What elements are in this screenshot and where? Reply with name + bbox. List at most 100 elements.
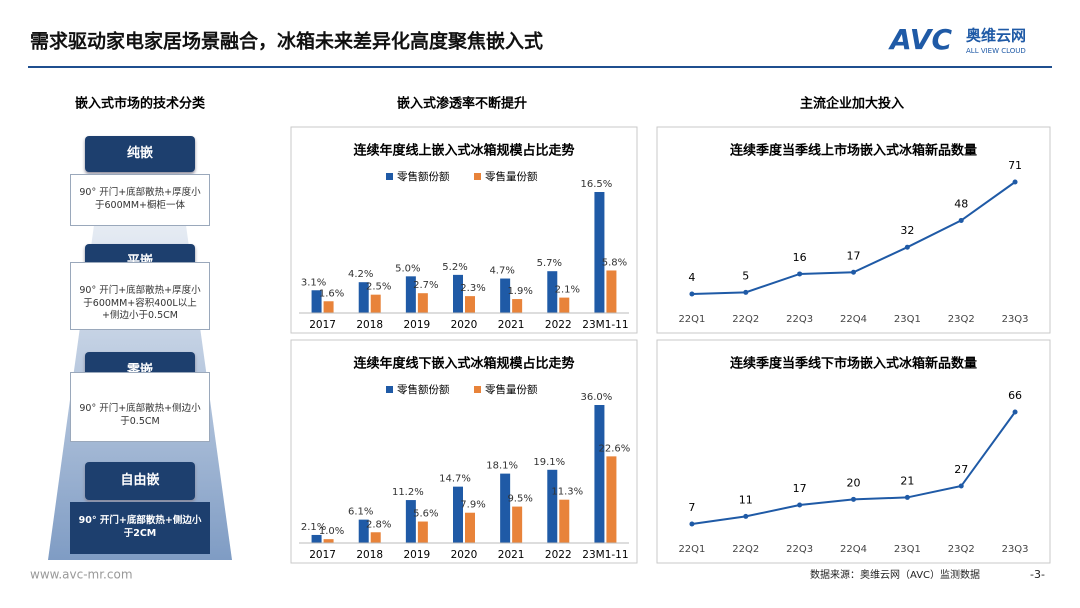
x-tick-label: 2021: [498, 549, 525, 561]
data-label: 5.6%: [413, 509, 438, 520]
x-tick-label: 23Q3: [1002, 544, 1029, 555]
footer-source: 数据来源：奥维云网（AVC）监测数据: [810, 568, 980, 581]
data-label: 4: [688, 271, 695, 284]
legend-label: 零售量份额: [485, 383, 538, 396]
bar: [323, 539, 334, 543]
x-tick-label: 23M1-11: [582, 549, 628, 561]
footer-url: www.avc-mr.com: [30, 568, 133, 582]
x-tick-label: 2022: [545, 549, 572, 561]
type-desc: 90° 开门+底部散热+侧边小于0.5CM: [70, 372, 210, 442]
bar: [453, 274, 463, 313]
data-label: 71: [1008, 159, 1022, 172]
bar: [559, 297, 570, 313]
bar: [311, 534, 322, 543]
data-label: 14.7%: [439, 474, 471, 485]
legend-label: 零售额份额: [397, 170, 450, 183]
data-label: 2.1%: [301, 522, 326, 533]
legend-swatch: [474, 386, 481, 393]
data-label: 7.9%: [460, 500, 485, 511]
data-label: 16: [793, 251, 807, 264]
data-label: 3.1%: [301, 277, 326, 288]
point: [1012, 179, 1018, 185]
data-label: 1.6%: [319, 288, 344, 299]
bar: [594, 405, 605, 543]
section-title: 嵌入式渗透率不断提升: [397, 96, 527, 112]
x-tick-label: 23Q1: [894, 544, 921, 555]
bar: [465, 296, 475, 313]
logo-en: ALL VIEW CLOUD: [966, 47, 1026, 55]
x-tick-label: 2020: [451, 319, 478, 331]
legend-swatch: [474, 173, 481, 180]
section-title: 主流企业加大投入: [800, 96, 904, 112]
type-desc: 90° 开门+底部散热+厚度小于600MM+容积400L以上+侧边小于0.5CM: [70, 262, 210, 330]
data-label: 4.2%: [348, 269, 373, 280]
point: [743, 289, 749, 295]
data-label: 18.1%: [486, 461, 518, 472]
page-number: -3-: [1030, 568, 1045, 581]
bar: [405, 500, 416, 543]
x-tick-label: 2019: [403, 319, 430, 331]
bar: [453, 486, 463, 543]
data-label: 66: [1008, 389, 1022, 402]
data-label: 2.8%: [366, 519, 391, 530]
data-label: 32: [900, 224, 914, 237]
chart-title: 连续季度当季线上市场嵌入式冰箱新品数量: [730, 143, 977, 159]
chart-title: 连续季度当季线下市场嵌入式冰箱新品数量: [730, 356, 977, 372]
point: [851, 496, 856, 502]
x-tick-label: 2018: [356, 319, 383, 331]
logo-cn: 奥维云网: [966, 27, 1026, 45]
data-label: 5.0%: [395, 263, 420, 274]
x-tick-label: 22Q1: [678, 314, 705, 325]
bar: [465, 512, 475, 543]
point: [904, 244, 910, 250]
chart-title: 连续年度线上嵌入式冰箱规模占比走势: [353, 143, 574, 159]
x-tick-label: 23Q2: [948, 314, 975, 325]
x-tick-label: 22Q2: [732, 314, 759, 325]
data-label: 21: [900, 474, 914, 487]
data-label: 5.8%: [602, 257, 627, 268]
legend-swatch: [386, 173, 393, 180]
data-label: 5.2%: [442, 262, 467, 273]
x-tick-label: 22Q3: [786, 314, 813, 325]
legend-swatch: [386, 386, 393, 393]
data-label: 17: [793, 482, 807, 495]
data-label: 16.5%: [581, 179, 613, 190]
data-label: 20: [847, 476, 861, 489]
x-tick-label: 22Q2: [732, 544, 759, 555]
data-label: 7: [688, 501, 695, 514]
bar: [559, 499, 570, 543]
point: [958, 217, 964, 223]
point: [958, 483, 964, 489]
x-tick-label: 2022: [545, 319, 572, 331]
data-label: 48: [954, 197, 968, 210]
x-tick-label: 23Q1: [894, 314, 921, 325]
x-tick-label: 2021: [498, 319, 525, 331]
bar: [323, 301, 334, 313]
point: [689, 521, 695, 527]
x-tick-label: 23Q3: [1002, 314, 1029, 325]
data-label: 1.0%: [319, 526, 344, 537]
panel: [290, 339, 638, 564]
legend-label: 零售额份额: [397, 383, 450, 396]
panel: [290, 126, 638, 334]
data-label: 2.7%: [413, 280, 438, 291]
point: [1012, 409, 1018, 415]
data-label: 19.1%: [533, 457, 565, 468]
data-label: 11.3%: [551, 487, 583, 498]
data-label: 5: [742, 269, 749, 282]
data-label: 22.6%: [599, 443, 631, 454]
type-desc: 90° 开门+底部散热+侧边小于2CM: [70, 502, 210, 554]
x-tick-label: 2017: [309, 319, 336, 331]
type-desc: 90° 开门+底部散热+厚度小于600MM+橱柜一体: [70, 174, 210, 226]
point: [743, 513, 749, 519]
bar: [606, 270, 617, 313]
data-label: 36.0%: [581, 392, 613, 403]
point: [904, 494, 910, 500]
data-label: 27: [954, 463, 968, 476]
data-label: 5.7%: [537, 258, 562, 269]
bar: [311, 290, 322, 313]
panel: [656, 339, 1051, 564]
data-label: 11.2%: [392, 487, 424, 498]
logo: AVC: [888, 23, 952, 56]
